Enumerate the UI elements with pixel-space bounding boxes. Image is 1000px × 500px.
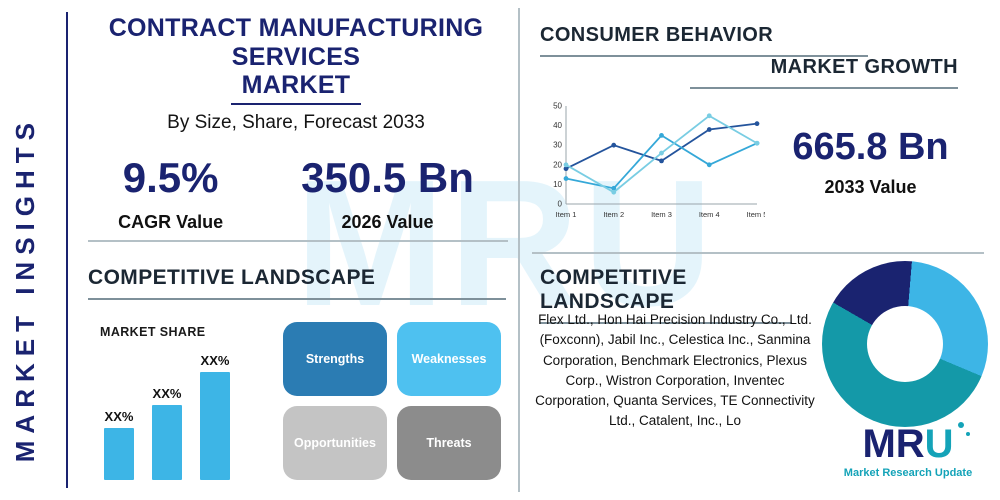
cagr-stat: 9.5% CAGR Value <box>118 154 223 233</box>
logo-splash-dot-icon <box>965 432 970 436</box>
swot-grid: Strengths Weaknesses Opportunities Threa… <box>283 322 501 480</box>
market-growth-heading: MARKET GROWTH <box>690 56 958 89</box>
svg-text:10: 10 <box>553 180 562 189</box>
bar <box>104 428 134 480</box>
market-growth-line-chart: 0 10 20 30 40 50 Item 1 Item 2 Item 3 Item 4 Item … <box>540 100 767 222</box>
swot-strengths: Strengths <box>283 322 387 396</box>
page-title: CONTRACT MANUFACTURING SERVICES MARKET <box>80 14 512 100</box>
stats-row: 9.5% CAGR Value 350.5 Bn 2026 Value <box>80 154 512 233</box>
bar-value-label: XX% <box>152 386 182 401</box>
market-segment-donut-chart <box>822 261 988 427</box>
vertical-divider <box>518 8 520 492</box>
page-title-line2: MARKET <box>241 71 351 99</box>
mru-logo: MRU Market Research Update <box>826 422 990 479</box>
title-block: CONTRACT MANUFACTURING SERVICES MARKET B… <box>80 14 512 233</box>
mru-logo-tagline: Market Research Update <box>843 467 973 479</box>
value-2026-label: 2026 Value <box>341 211 434 232</box>
svg-text:Item 4: Item 4 <box>699 210 720 219</box>
svg-text:30: 30 <box>553 141 562 150</box>
swot-weaknesses: Weaknesses <box>397 322 501 396</box>
cagr-label: CAGR Value <box>118 211 224 232</box>
value-2033: 665.8 Bn <box>792 126 949 168</box>
donut-hole <box>867 306 943 382</box>
competitive-landscape-left-heading: COMPETITIVE LANDSCAPE <box>88 266 506 300</box>
horizontal-divider-left <box>88 240 508 242</box>
bar-item: XX% <box>104 409 134 480</box>
bar-value-label: XX% <box>200 353 230 368</box>
watermark-text: MRU <box>295 143 717 344</box>
bar <box>200 372 230 480</box>
value-2033-label: 2033 Value <box>824 177 917 197</box>
swot-opportunities: Opportunities <box>283 406 387 480</box>
bar-value-label: XX% <box>104 409 134 424</box>
svg-text:50: 50 <box>553 102 562 111</box>
sidebar-divider-line <box>66 12 68 488</box>
bar-item: XX% <box>152 386 182 480</box>
svg-text:Item 3: Item 3 <box>651 210 672 219</box>
svg-text:Item 1: Item 1 <box>556 210 577 219</box>
swot-threats: Threats <box>397 406 501 480</box>
competitive-landscape-right-heading: COMPETITIVE LANDSCAPE <box>540 266 792 324</box>
companies-list: Flex Ltd., Hon Hai Precision Industry Co… <box>535 312 815 429</box>
svg-text:0: 0 <box>558 200 563 209</box>
mru-logo-text: MRU <box>862 422 970 466</box>
svg-text:Item 5: Item 5 <box>747 210 765 219</box>
market-share-label: MARKET SHARE <box>100 325 206 339</box>
value-2033-stat: 665.8 Bn 2033 Value <box>768 126 973 198</box>
value-2026-stat: 350.5 Bn 2026 Value <box>301 154 474 233</box>
consumer-behavior-heading: CONSUMER BEHAVIOR <box>540 24 868 57</box>
sidebar: MARKET INSIGHTS <box>10 95 41 483</box>
logo-splash-dot-icon <box>957 422 964 428</box>
svg-text:Item 2: Item 2 <box>603 210 624 219</box>
sidebar-label: MARKET INSIGHTS <box>10 115 40 463</box>
logo-mr: MR <box>862 422 925 466</box>
cagr-value: 9.5% <box>122 153 219 201</box>
page-subtitle: By Size, Share, Forecast 2033 <box>167 111 425 133</box>
svg-text:40: 40 <box>553 121 562 130</box>
horizontal-divider-right <box>532 252 984 254</box>
svg-text:20: 20 <box>553 160 562 169</box>
page-title-line1: CONTRACT MANUFACTURING SERVICES <box>108 14 484 71</box>
bar <box>152 405 182 480</box>
title-underline <box>231 102 361 105</box>
bar-item: XX% <box>200 353 230 480</box>
market-share-bar-chart: XX% XX% XX% <box>104 344 264 480</box>
logo-u: U <box>924 422 954 466</box>
value-2026: 350.5 Bn <box>301 153 474 201</box>
